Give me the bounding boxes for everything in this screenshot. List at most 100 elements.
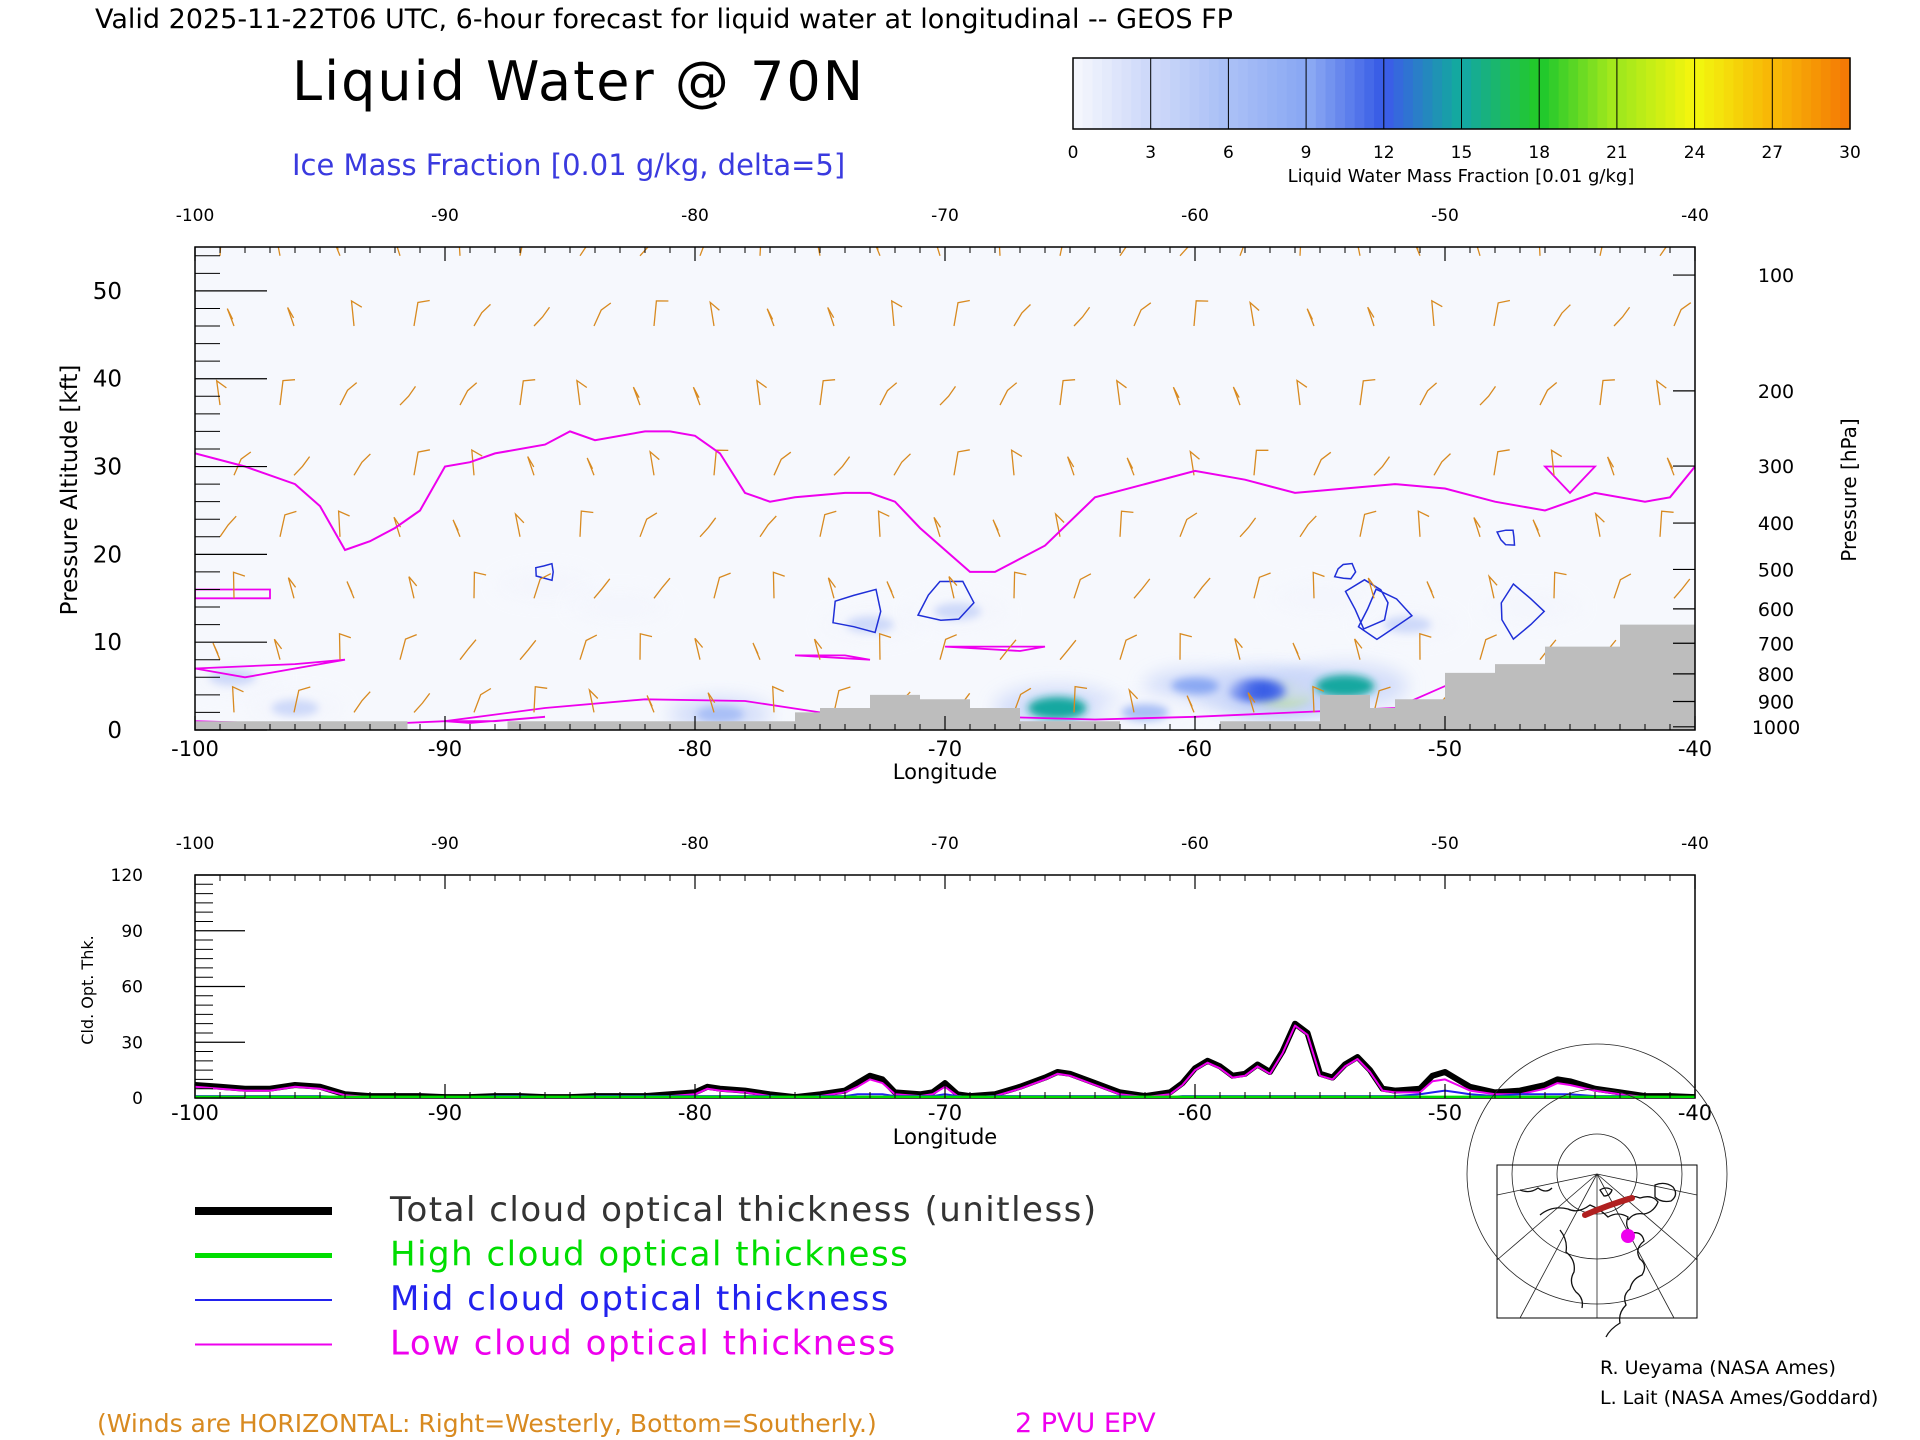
liquid-water-blob [1171,677,1219,695]
x-tick-label: -50 [1428,1101,1462,1125]
wind-barb [756,379,767,406]
inset-map-graticule [1466,1043,1728,1319]
main-x-ticks: -100 -100 -90 -90 -80 -80 -70 -70 -60 -60 -50 -50 -4… [171,206,1712,761]
pressure-tick-label: 600 [1758,599,1794,621]
x-tick-label-top: -50 [1431,206,1459,226]
colorbar-cell [1539,58,1550,129]
colorbar-cell [1296,58,1307,129]
wind-barb [1296,379,1308,406]
colorbar-cell [1150,58,1162,129]
wind-barb [707,692,716,713]
liquid-water-blob [1296,589,1344,607]
wind-barb [1115,379,1127,406]
wind-barb [1673,578,1691,599]
wind-barb [875,247,881,257]
colorbar-cell [1723,58,1735,129]
wind-barb [1479,634,1497,660]
epv-loop [444,715,546,724]
wind-barb [226,308,235,327]
colorbar-cell [1432,58,1443,129]
ice-contour [1344,578,1389,630]
optical-thickness-panel: -100 -100 -90 -90 -80 -80 -70 -70 -60 -60 -50 -50 -4… [78,834,1712,1149]
legend-label: Mid cloud optical thickness [390,1279,890,1319]
wind-barb [999,382,1018,406]
wind-barb [1133,302,1152,327]
wind-barb [1357,247,1361,256]
colorbar-tick-label: 21 [1606,143,1628,163]
wind-barb [519,247,523,256]
colorbar-cell [1510,58,1521,129]
colorbar-cell [1403,58,1414,129]
ice-contour [1333,562,1357,580]
colorbar-tick-label: 30 [1839,143,1861,163]
wind-barb [1553,571,1567,599]
wind-barb [699,247,705,257]
colorbar-cell [1733,58,1744,129]
ice-contour [535,562,554,582]
wind-barb [639,247,649,257]
wind-barb [1487,574,1498,599]
wind-barb [771,685,784,713]
wind-barb [772,571,785,599]
wind-barb [1493,449,1510,476]
wind-barb [1059,639,1077,661]
main-plot-background [195,247,1695,730]
wind-barb [353,453,371,476]
wind-barb [399,633,417,660]
wind-barb [1659,247,1667,257]
colorbar-cell [1422,58,1433,129]
wind-barb [279,379,296,406]
pressure-tick-label: 400 [1758,513,1794,535]
liquid-water-blob [846,616,894,634]
wind-barb [953,299,970,327]
colorbar-cell [1519,58,1531,129]
wind-barb [1359,510,1377,537]
x-tick-label: -100 [171,737,219,761]
wind-barb [1299,515,1317,538]
wind-barb [1073,306,1091,327]
wind-barb [593,302,612,327]
wind-barb [1193,577,1211,599]
wind-barb [353,691,371,713]
colorbar-cell [1315,58,1327,129]
wind-barb [1473,517,1481,537]
wind-barb [773,451,792,476]
wind-barb [1179,247,1189,257]
ice-contour [832,588,882,634]
wind-barb [653,300,669,327]
pressure-tick-label: 500 [1758,559,1794,581]
wind-barb [579,247,587,257]
colorbar-cell [1393,58,1404,129]
colorbar-cell [1558,58,1569,129]
y-tick-label: 0 [107,718,122,744]
colorbar-cell [1568,58,1579,129]
wind-barb [1659,510,1674,537]
x-tick-label: -50 [1428,737,1462,761]
pressure-tick-label: 700 [1758,633,1794,655]
wind-barb [586,457,595,476]
wind-barb [893,453,911,476]
wind-barb [653,577,671,599]
wind-barb [293,456,311,476]
inset-map [1466,1043,1728,1338]
y-tick-label: 10 [93,630,122,656]
ice-mass-contours [535,529,1546,641]
colorbar-cell [1772,58,1783,129]
colorbar-ticks: 0 3 6 9 12 15 18 21 24 27 30 [1068,143,1861,163]
wind-barb [1253,572,1271,599]
colorbar-cell [1374,58,1385,129]
colorbar-cell [1276,58,1288,129]
x-tick-label: -70 [928,737,962,761]
colorbar-cell [1102,58,1113,129]
liquid-water-blob [696,705,744,723]
wind-barb [646,695,655,713]
wind-barb [948,576,958,599]
wind-barb [1426,581,1435,599]
epv-loop [1542,465,1598,495]
x-tick-label: -80 [678,1101,712,1125]
wind-barb [1189,449,1200,476]
wind-barb [1359,378,1376,406]
y-tick-label: 120 [111,866,143,886]
x-tick-label-top: -100 [176,834,215,854]
wind-barb [413,693,431,713]
